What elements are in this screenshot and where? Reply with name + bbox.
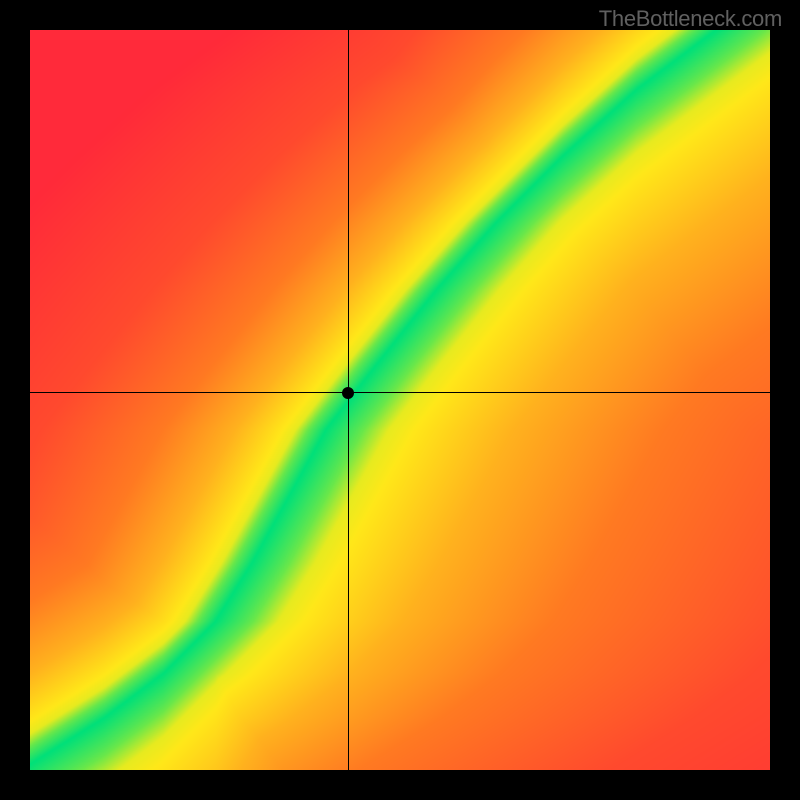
watermark-text: TheBottleneck.com	[599, 6, 782, 32]
plot-marker	[342, 387, 354, 399]
frame-right	[770, 0, 800, 800]
crosshair-vertical	[348, 30, 349, 770]
chart-container: TheBottleneck.com	[0, 0, 800, 800]
crosshair-horizontal	[30, 392, 770, 393]
heatmap-plot	[30, 30, 770, 770]
frame-bottom	[0, 770, 800, 800]
heatmap-canvas	[30, 30, 770, 770]
frame-left	[0, 0, 30, 800]
